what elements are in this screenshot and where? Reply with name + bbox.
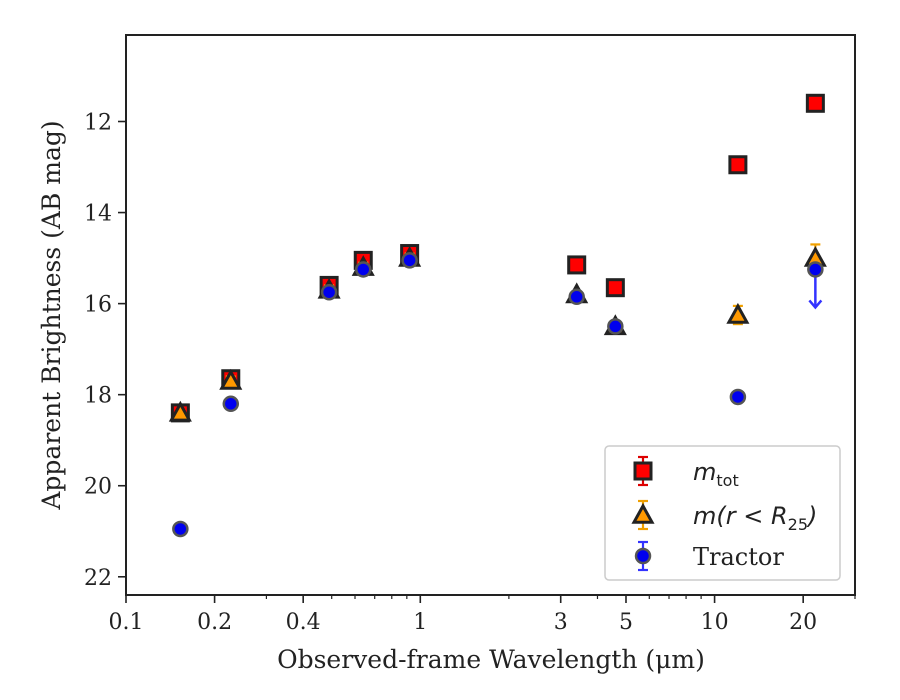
y-axis-label: Apparent Brightness (AB mag): [37, 120, 66, 510]
data-point: [219, 368, 243, 390]
legend-label: Tractor: [693, 543, 784, 571]
x-tick-label: 0.1: [109, 610, 144, 635]
series-square: [170, 93, 825, 423]
y-tick-label: 16: [84, 293, 112, 318]
series-circle: [172, 252, 824, 538]
legend-marker: [634, 547, 652, 565]
series-triangle: [168, 243, 827, 422]
legend-marker: [633, 461, 653, 481]
legend-entry: m(r < R25): [631, 499, 817, 534]
legend-label: mtot: [693, 458, 739, 490]
data-point: [568, 288, 585, 306]
legend-marker: [631, 502, 655, 524]
data-point: [726, 302, 750, 324]
data-point: [807, 261, 824, 278]
legend-box: [604, 445, 841, 581]
legend-entry: mtot: [633, 455, 739, 490]
upper-limit-arrowhead: [808, 299, 823, 310]
legend-entry: Tractor: [634, 540, 784, 572]
x-tick-label: 3: [554, 610, 568, 635]
data-point: [355, 261, 372, 278]
legend-label: m(r < R25): [693, 502, 817, 534]
y-tick-label: 18: [84, 384, 112, 409]
x-tick-label: 10: [701, 610, 729, 635]
x-tick-label: 5: [619, 610, 633, 635]
x-tick-label: 0.2: [197, 610, 232, 635]
y-axis: 12 14 16 18 20 22: [84, 111, 126, 591]
x-tick-label: 1: [413, 610, 427, 635]
legend: mtot m(r < R25) Tractor: [604, 445, 841, 581]
y-tick-label: 12: [84, 111, 112, 136]
plot-frame: [125, 34, 856, 596]
data-point: [605, 278, 625, 298]
data-point: [805, 93, 825, 113]
data-point: [168, 400, 192, 422]
x-tick-label: 0.4: [286, 610, 321, 635]
data-point: [401, 252, 418, 269]
x-axis-label: Observed-frame Wavelength (μm): [277, 645, 705, 674]
data-point: [567, 255, 587, 275]
data-point: [607, 318, 624, 335]
y-tick-label: 20: [84, 475, 112, 500]
data-point: [728, 155, 748, 175]
data-point: [729, 388, 747, 406]
x-tick-label: 20: [789, 610, 817, 635]
plot-area: [125, 34, 856, 596]
data-point: [172, 520, 189, 538]
x-axis: 0.1 0.2 0.4 1 3 5 10 20: [109, 595, 856, 635]
data-point: [222, 395, 240, 413]
data-markers: [168, 93, 827, 538]
y-tick-label: 14: [84, 202, 112, 227]
data-point: [320, 283, 338, 301]
y-tick-label: 22: [84, 566, 112, 591]
